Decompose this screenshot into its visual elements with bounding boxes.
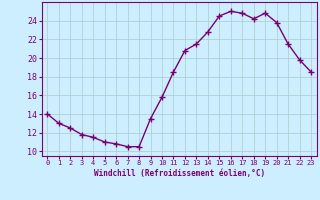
X-axis label: Windchill (Refroidissement éolien,°C): Windchill (Refroidissement éolien,°C) bbox=[94, 169, 265, 178]
